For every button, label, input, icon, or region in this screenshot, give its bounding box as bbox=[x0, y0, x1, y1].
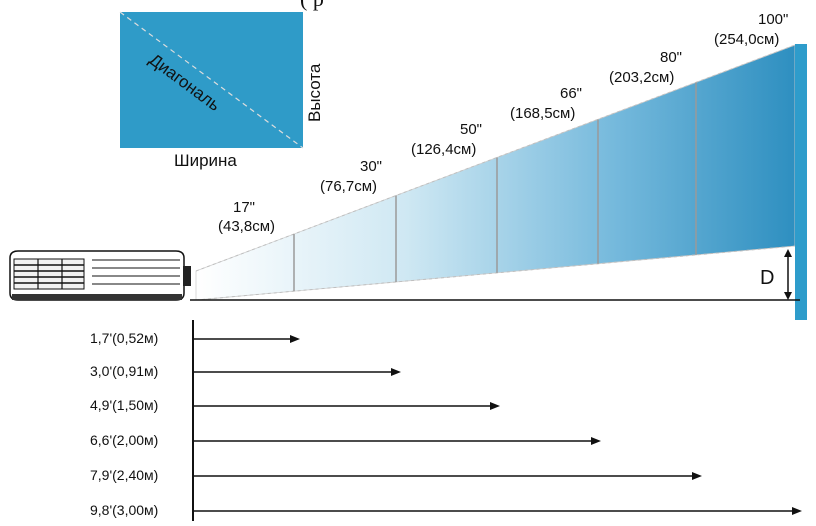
distance-rows: 1,7'(0,52м) 3,0'(0,91м) 4,9'(1,50м) 6,6'… bbox=[90, 330, 802, 518]
header-fragment: ( р bbox=[300, 0, 324, 11]
screen-size-cm: (254,0см) bbox=[714, 31, 779, 48]
screen-size-cm: (126,4см) bbox=[411, 141, 476, 158]
screen-size-cm: (43,8см) bbox=[218, 218, 275, 235]
projector-icon bbox=[9, 250, 191, 301]
screen-wall-icon bbox=[795, 44, 807, 320]
arrow-head-icon bbox=[792, 507, 802, 515]
projection-beam bbox=[195, 44, 796, 301]
screen-size-lines bbox=[293, 82, 697, 292]
screen-size-cm: (76,7см) bbox=[320, 178, 377, 195]
distance-label: 9,8'(3,00м) bbox=[90, 502, 158, 518]
beam-bottom-edge bbox=[195, 245, 796, 301]
screen-size-cm: (168,5см) bbox=[510, 105, 575, 122]
distance-label: 3,0'(0,91м) bbox=[90, 363, 158, 379]
distance-label: 1,7'(0,52м) bbox=[90, 330, 158, 346]
screen-size-inch: 80" bbox=[660, 49, 682, 66]
offset-indicator: D bbox=[760, 249, 792, 300]
distance-label: 7,9'(2,40м) bbox=[90, 467, 158, 483]
arrow-head-icon bbox=[391, 368, 401, 376]
arrow-head-icon bbox=[692, 472, 702, 480]
screen-dimension-inset: Диагональ Высота Ширина bbox=[119, 11, 324, 170]
inset-diagonal-line bbox=[119, 11, 304, 149]
offset-label: D bbox=[760, 267, 774, 289]
arrow-head-icon bbox=[490, 402, 500, 410]
projector-lens bbox=[183, 266, 191, 286]
beam-top-edge bbox=[195, 44, 796, 272]
screen-size-inch: 30" bbox=[360, 158, 382, 175]
screen-size-inch: 66" bbox=[560, 85, 582, 102]
screen-size-labels: 17" (43,8см) 30" (76,7см) 50" (126,4см) … bbox=[218, 11, 788, 235]
distance-label: 4,9'(1,50м) bbox=[90, 397, 158, 413]
offset-arrow-down-icon bbox=[784, 292, 792, 300]
width-label: Ширина bbox=[174, 151, 237, 170]
screen-size-inch: 50" bbox=[460, 121, 482, 138]
offset-arrow-up-icon bbox=[784, 249, 792, 257]
projector-vent-panel bbox=[13, 258, 85, 290]
height-label: Высота bbox=[305, 63, 324, 122]
arrow-head-icon bbox=[591, 437, 601, 445]
projector-base bbox=[12, 294, 182, 300]
screen-size-cm: (203,2см) bbox=[609, 69, 674, 86]
arrow-head-icon bbox=[290, 335, 300, 343]
distance-label: 6,6'(2,00м) bbox=[90, 432, 158, 448]
screen-size-inch: 17" bbox=[233, 199, 255, 216]
screen-size-inch: 100" bbox=[758, 11, 788, 28]
